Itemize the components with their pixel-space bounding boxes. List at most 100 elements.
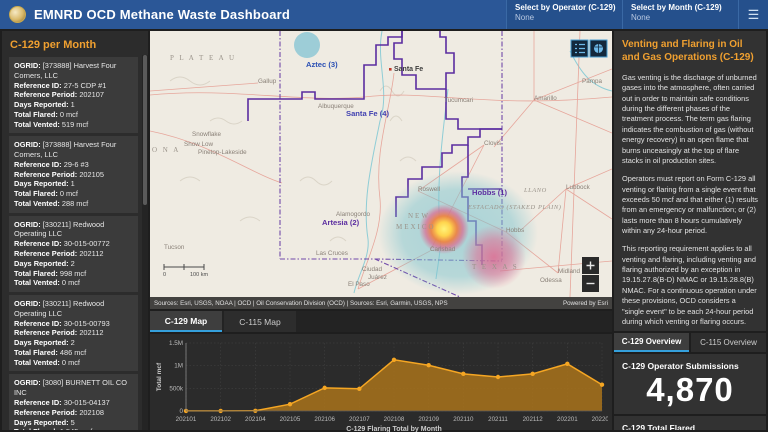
cluster-label[interactable]: Hobbs (1) <box>472 188 507 197</box>
region-label: P L A T E A U <box>170 54 236 62</box>
legend-icon <box>575 43 585 54</box>
tab-c115-overview[interactable]: C-115 Overview <box>691 332 766 352</box>
x-tick-label: 202202 <box>592 416 608 423</box>
city-marker <box>389 68 392 71</box>
cluster-marker[interactable] <box>294 32 320 58</box>
data-point[interactable] <box>426 363 431 368</box>
city-label: Carlsbad <box>430 246 456 253</box>
city-label: Pampa <box>582 78 602 85</box>
region-label: O N A <box>152 146 180 154</box>
map-basemap: P L A T E A U O N A NEW MEXICO T E X A S LLAN… <box>150 31 612 297</box>
submissions-value: 4,870 <box>646 370 734 408</box>
scrollbar-thumb[interactable] <box>143 55 147 205</box>
area-fill <box>186 359 602 411</box>
data-point[interactable] <box>287 402 293 407</box>
app-header: EMNRD OCD Methane Waste Dashboard Select… <box>0 0 768 29</box>
region-label: T E X A S <box>472 263 519 271</box>
city-label: Midland <box>558 268 581 275</box>
city-label: Snowflake <box>192 131 222 138</box>
y-axis-label: Total mcf <box>156 362 163 391</box>
submissions-label: C-129 Operator Submissions <box>622 360 739 371</box>
city-label: Hobbs <box>506 227 524 234</box>
month-selector[interactable]: Select by Month (C-129) None <box>622 0 738 29</box>
x-tick-label: 202104 <box>245 416 266 423</box>
cluster-label[interactable]: Santa Fe (4) <box>346 109 390 118</box>
data-point[interactable] <box>565 361 570 367</box>
x-tick-label: 202110 <box>453 416 474 423</box>
legend-button[interactable] <box>570 39 589 58</box>
x-tick-label: 202102 <box>210 416 231 423</box>
operator-selector[interactable]: Select by Operator (C-129) None <box>506 0 622 29</box>
list-item[interactable]: OGRID: [373888] Harvest Four Corners, LL… <box>9 136 138 213</box>
overview-tabbar: C-129 Overview C-115 Overview <box>614 332 766 352</box>
y-tick-label: 0 <box>179 408 183 415</box>
x-tick-label: 202111 <box>488 416 508 423</box>
c129-per-month-panel: C-129 per Month OGRID: [373888] Harvest … <box>2 31 148 430</box>
map-attribution: Sources: Esri, USGS, NOAA | OCD | Oil Co… <box>150 297 612 309</box>
region-label: ESTACADO (STAKED PLAIN) <box>467 204 561 211</box>
list-item[interactable]: OGRID: [330211] Redwood Operating LLC Ref… <box>9 295 138 372</box>
data-point[interactable] <box>391 357 397 362</box>
list-item[interactable]: OGRID: [373888] Harvest Four Corners, LL… <box>9 57 138 134</box>
total-flared-card: C-129 Total Flared 7,355,277 mcf <box>614 416 766 430</box>
map-canvas[interactable]: P L A T E A U O N A NEW MEXICO T E X A S LLAN… <box>150 31 612 309</box>
overview-text-card: Venting and Flaring in Oil and Gas Opera… <box>614 31 766 331</box>
tab-c115-map[interactable]: C-115 Map <box>224 311 296 332</box>
overview-title: Venting and Flaring in Oil and Gas Opera… <box>622 39 754 63</box>
y-tick-label: 1.5M <box>169 340 183 347</box>
powered-by-esri: Powered by Esri <box>562 299 608 307</box>
left-panel-scrollbar[interactable] <box>142 55 148 430</box>
city-label: Amarillo <box>534 95 557 102</box>
overview-paragraph-3: This reporting requirement applies to al… <box>622 244 757 326</box>
operator-list: OGRID: [373888] Harvest Four Corners, LL… <box>9 57 138 430</box>
basemap-globe-icon <box>594 44 603 53</box>
svg-text:100 km: 100 km <box>190 272 208 278</box>
operator-selector-value: None <box>515 13 535 22</box>
map-scalebar: 0 100 km <box>163 264 208 278</box>
menu-button[interactable]: ☰ <box>738 0 768 29</box>
city-label: Tucumcari <box>444 97 473 104</box>
data-point[interactable] <box>530 371 535 377</box>
tab-c129-map[interactable]: C-129 Map <box>150 311 222 332</box>
attribution-sources: Sources: Esri, USGS, NOAA | OCD | Oil Co… <box>154 299 448 307</box>
cluster-label[interactable]: Artesia (2) <box>322 218 360 227</box>
map-tabbar: C-129 Map C-115 Map <box>150 311 612 332</box>
city-label: Roswell <box>418 186 440 193</box>
month-selector-value: None <box>631 13 651 22</box>
overview-paragraph-2: Operators must report on Form C-129 all … <box>622 174 758 236</box>
page-title: EMNRD OCD Methane Waste Dashboard <box>34 7 291 22</box>
region-label: NEW <box>408 212 430 220</box>
city-label: Juárez <box>368 274 387 281</box>
tab-c129-overview[interactable]: C-129 Overview <box>614 332 689 352</box>
city-label: Show Low <box>184 141 214 148</box>
x-tick-label: 202201 <box>557 416 578 423</box>
data-point[interactable] <box>461 371 466 377</box>
x-tick-label: 202101 <box>176 416 197 423</box>
data-point[interactable] <box>322 385 327 391</box>
city-label: Pinetop-Lakeside <box>198 149 247 156</box>
basemap-button[interactable] <box>589 39 608 58</box>
x-tick-label: 202105 <box>280 416 301 423</box>
city-label: Ciudad <box>362 266 382 273</box>
y-tick-label: 1M <box>174 363 183 370</box>
city-label: Gallup <box>258 78 277 85</box>
region-label: LLANO <box>523 187 547 194</box>
list-item[interactable]: OGRID: [3080] BURNETT OIL CO INC Referenc… <box>9 374 138 430</box>
submissions-card: C-129 Operator Submissions 4,870 <box>614 353 766 414</box>
x-tick-label: 202109 <box>418 416 439 423</box>
list-item[interactable]: OGRID: [330211] Redwood Operating LLC Ref… <box>9 215 138 293</box>
x-tick-label: 202107 <box>349 416 370 423</box>
overview-paragraph-1: Gas venting is the discharge of unburned… <box>622 73 757 165</box>
cluster-label[interactable]: Aztec (3) <box>306 60 338 69</box>
y-tick-label: 500k <box>169 385 184 392</box>
data-point[interactable] <box>599 382 605 387</box>
data-point[interactable] <box>357 386 362 391</box>
svg-text:0: 0 <box>163 272 166 278</box>
city-label: Clovis <box>484 140 501 147</box>
flaring-chart[interactable]: 0 500k 1M 1.5M 202101 202102 202104 202105 20210… <box>150 334 612 432</box>
city-label: Tucson <box>164 244 185 251</box>
zoom-out-button[interactable] <box>582 275 599 292</box>
data-point[interactable] <box>495 374 501 380</box>
left-panel-title: C-129 per Month <box>10 39 97 51</box>
zoom-in-button[interactable] <box>582 257 599 274</box>
